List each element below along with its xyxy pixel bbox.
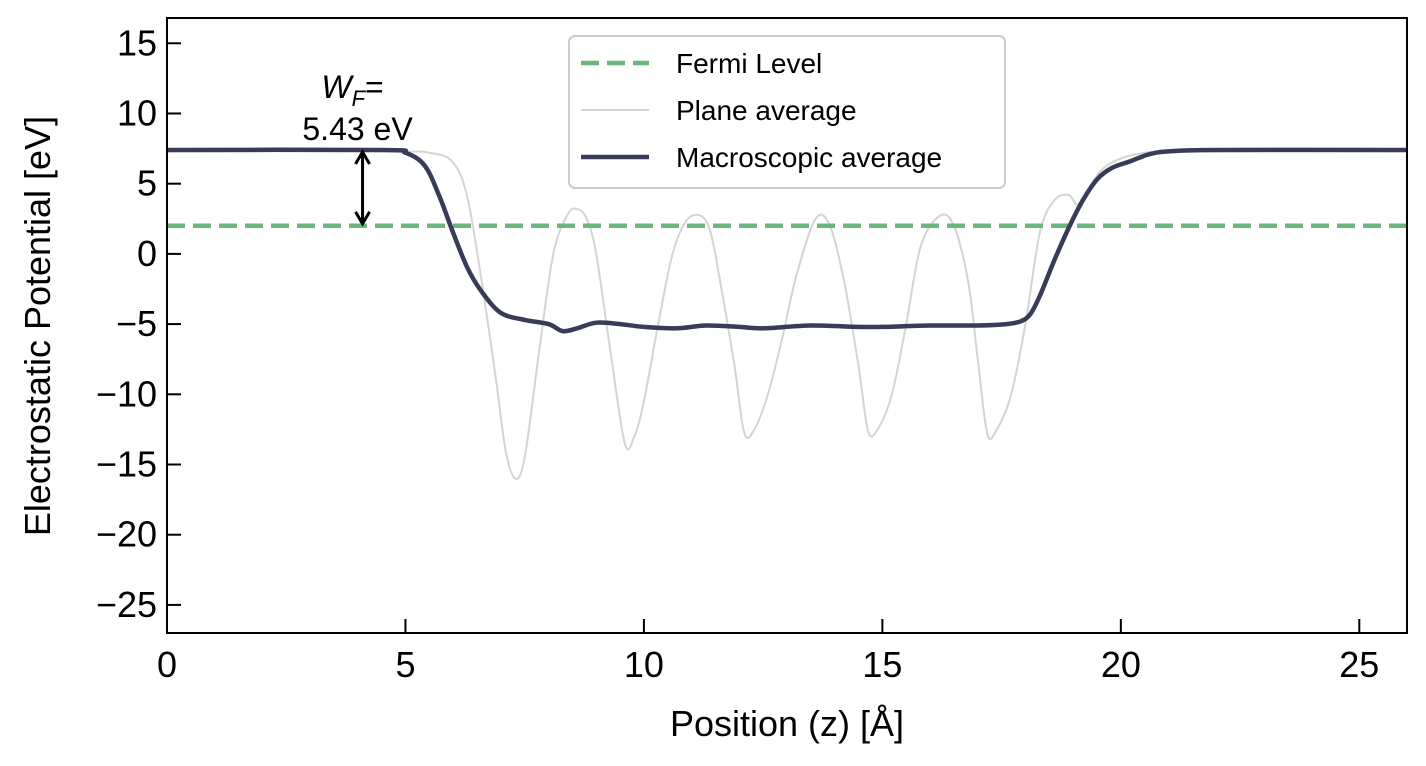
arrow-head-up: [354, 149, 371, 165]
x-tick-label: 5: [395, 644, 415, 685]
y-tick-label: −10: [96, 373, 157, 414]
x-axis-label: Position (z) [Å]: [670, 703, 904, 744]
series-line-macroscopic-average: [167, 147, 1407, 334]
legend-entry-label: Macroscopic average: [676, 142, 942, 173]
y-tick-label: 15: [117, 22, 157, 63]
y-tick-label: −25: [96, 584, 157, 625]
legend-entry-label: Fermi Level: [676, 48, 822, 79]
y-tick-label: 5: [137, 163, 157, 204]
y-tick-label: 0: [137, 233, 157, 274]
legend: Fermi Level Plane average Macroscopic aver…: [568, 35, 1006, 189]
y-tick-label: −20: [96, 514, 157, 555]
plot-lines: [167, 147, 1407, 480]
legend-entry-label: Plane average: [676, 95, 857, 126]
work-function-symbol: WF=: [321, 69, 383, 111]
legend-box: [568, 35, 1006, 189]
y-tick-label: −5: [116, 303, 157, 344]
series-line-plane-average: [167, 150, 1407, 480]
work-function-value: 5.43 eV: [302, 111, 413, 147]
x-tick-label: 10: [624, 644, 664, 685]
arrow-head-down: [354, 211, 371, 227]
x-tick-label: 25: [1339, 644, 1379, 685]
x-tick-label: 0: [157, 644, 177, 685]
y-tick-label: −15: [96, 444, 157, 485]
work-function-annotation: WF=5.43 eV: [302, 69, 413, 227]
x-tick-label: 20: [1101, 644, 1141, 685]
axis-ticks: 0 5 10 15 20 25 −25 −20 −15 −10 −5 0 5 10 15: [96, 22, 1379, 685]
x-tick-label: 15: [862, 644, 902, 685]
plot-frame: [166, 17, 1408, 634]
y-axis-label: Electrostatic Potential [eV]: [17, 116, 58, 536]
y-tick-label: 10: [117, 92, 157, 133]
